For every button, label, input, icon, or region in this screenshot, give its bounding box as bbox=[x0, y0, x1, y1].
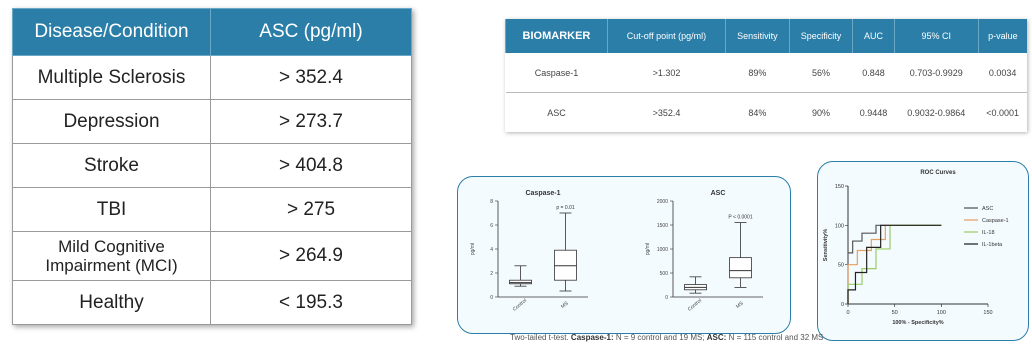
header-asc: ASC (pg/ml) bbox=[210, 8, 412, 56]
value-cell: > 352.4 bbox=[210, 55, 412, 100]
figure-caption: Two-tailed t-test. Caspase-1: N = 9 cont… bbox=[510, 333, 823, 342]
roc-svg: ROC Curves 0 50 100 150 0 50 100 150 100% - Speci… bbox=[823, 170, 1009, 326]
p-value-annotation: P < 0.0001 bbox=[728, 215, 752, 221]
table-row: Multiple Sclerosis > 352.4 bbox=[12, 55, 412, 100]
asc-cutoff-table: Disease/Condition ASC (pg/ml) Multiple S… bbox=[12, 8, 412, 325]
condition-cell: Depression bbox=[12, 99, 211, 144]
condition-cell: Healthy bbox=[12, 280, 211, 325]
y-tick-label: 4 bbox=[490, 247, 493, 253]
biomarker-cell: Caspase-1 bbox=[505, 53, 608, 93]
condition-cell: Stroke bbox=[12, 143, 211, 188]
value-cell: > 275 bbox=[210, 187, 412, 232]
y-tick-label: 0 bbox=[841, 302, 844, 308]
caption-prefix: Two-tailed t-test. bbox=[510, 333, 571, 342]
y-tick-label: 2000 bbox=[657, 199, 668, 205]
y-axis-label: pg/ml bbox=[645, 243, 651, 255]
pvalue-cell: 0.0034 bbox=[978, 53, 1027, 93]
x-tick-label: 0 bbox=[846, 310, 849, 316]
value-cell: > 273.7 bbox=[210, 99, 412, 144]
biomarker-cell: ASC bbox=[505, 92, 608, 132]
header-biomarker: BIOMARKER bbox=[505, 19, 608, 53]
legend-label: IL-1beta bbox=[982, 242, 1003, 248]
box bbox=[554, 249, 577, 281]
legend-label: ASC bbox=[982, 206, 993, 212]
pvalue-cell: <0.0001 bbox=[978, 92, 1027, 132]
x-tick-label: MS bbox=[735, 300, 745, 310]
x-tick-label: Control bbox=[687, 298, 703, 313]
left-table-header-row: Disease/Condition ASC (pg/ml) bbox=[12, 8, 412, 56]
boxplot-svg: Caspase-1 0 2 4 6 8 pg/ml Control MS p = 0.01 ASC 0… bbox=[470, 190, 763, 313]
table-row: Mild Cognitive Impairment (MCI) > 264.9 bbox=[12, 231, 412, 281]
value-cell: < 195.3 bbox=[210, 280, 412, 325]
table-row: Healthy < 195.3 bbox=[12, 280, 412, 325]
legend-label: Caspase-1 bbox=[982, 218, 1009, 224]
sensitivity-cell: 84% bbox=[725, 92, 790, 132]
p-value-annotation: p = 0.01 bbox=[556, 205, 574, 211]
roc-series-line bbox=[847, 224, 942, 304]
caption-asc-text: N = 115 control and 32 MS bbox=[726, 333, 824, 342]
auc-cell: 0.848 bbox=[852, 53, 895, 93]
legend-label: IL-18 bbox=[982, 230, 995, 236]
sensitivity-cell: 89% bbox=[725, 53, 790, 93]
table-row: TBI > 275 bbox=[12, 187, 412, 232]
roc-series-line bbox=[847, 224, 942, 304]
chart-title: ASC bbox=[711, 190, 726, 197]
y-tick-label: 50 bbox=[838, 263, 844, 269]
roc-series-line bbox=[847, 224, 942, 304]
y-tick-label: 500 bbox=[660, 271, 669, 277]
y-tick-label: 0 bbox=[665, 295, 668, 301]
y-tick-label: 1000 bbox=[657, 247, 668, 253]
value-cell: > 264.9 bbox=[210, 231, 412, 281]
table-row: Caspase-1 >1.302 89% 56% 0.848 0.703-0.9… bbox=[505, 53, 1027, 93]
header-disease-condition: Disease/Condition bbox=[12, 8, 211, 56]
ci-cell: 0.9032-0.9864 bbox=[894, 92, 979, 132]
x-tick-label: Control bbox=[512, 298, 528, 313]
roc-series-line bbox=[847, 224, 942, 304]
y-tick-label: 0 bbox=[490, 295, 493, 301]
y-tick-label: 150 bbox=[835, 184, 844, 190]
chart-title: ROC Curves bbox=[920, 170, 956, 176]
header-pvalue: p-value bbox=[977, 19, 1027, 53]
x-tick-label: 50 bbox=[892, 310, 898, 316]
y-tick-label: 100 bbox=[835, 223, 844, 229]
y-tick-label: 2 bbox=[490, 271, 493, 277]
y-tick-label: 6 bbox=[490, 223, 493, 229]
condition-cell: Multiple Sclerosis bbox=[12, 55, 211, 100]
x-tick-label: 100 bbox=[937, 310, 946, 316]
cutoff-cell: >352.4 bbox=[607, 92, 726, 132]
header-specificity: Specificity bbox=[788, 19, 853, 53]
header-ci: 95% CI bbox=[893, 19, 979, 53]
header-cutoff: Cut-off point (pg/ml) bbox=[606, 19, 726, 53]
y-axis-label: Sensitivity% bbox=[823, 229, 829, 262]
specificity-cell: 56% bbox=[789, 53, 853, 93]
biomarker-header-row: BIOMARKER Cut-off point (pg/ml) Sensitiv… bbox=[505, 19, 1027, 53]
caption-asc-label: ASC: bbox=[706, 333, 727, 342]
box bbox=[509, 279, 532, 285]
boxplot-panel: Caspase-1 0 2 4 6 8 pg/ml Control MS p = 0.01 ASC 0… bbox=[457, 176, 791, 334]
roc-panel: ROC Curves 0 50 100 150 0 50 100 150 100% - Speci… bbox=[817, 161, 1029, 341]
x-tick-label: 150 bbox=[983, 310, 992, 316]
value-cell: > 404.8 bbox=[210, 143, 412, 188]
cutoff-cell: >1.302 bbox=[607, 53, 726, 93]
header-auc: AUC bbox=[852, 19, 895, 53]
chart-title: Caspase-1 bbox=[525, 190, 560, 197]
condition-cell: Mild Cognitive Impairment (MCI) bbox=[12, 231, 211, 281]
ci-cell: 0.703-0.9929 bbox=[894, 53, 979, 93]
biomarker-table: BIOMARKER Cut-off point (pg/ml) Sensitiv… bbox=[505, 19, 1027, 132]
condition-cell: TBI bbox=[12, 187, 211, 232]
x-tick-label: MS bbox=[560, 300, 570, 310]
auc-cell: 0.9448 bbox=[852, 92, 895, 132]
header-sensitivity: Sensitivity bbox=[725, 19, 790, 53]
y-axis-label: pg/ml bbox=[470, 243, 476, 255]
box bbox=[729, 257, 752, 279]
y-tick-label: 1500 bbox=[657, 223, 668, 229]
table-row: ASC >352.4 84% 90% 0.9448 0.9032-0.9864 … bbox=[505, 92, 1027, 132]
y-tick-label: 8 bbox=[490, 199, 493, 205]
specificity-cell: 90% bbox=[789, 92, 853, 132]
caption-caspase-label: Caspase-1: bbox=[570, 333, 614, 342]
table-row: Stroke > 404.8 bbox=[12, 143, 412, 188]
table-row: Depression > 273.7 bbox=[12, 99, 412, 144]
x-axis-label: 100% - Specificity% bbox=[892, 320, 943, 326]
caption-caspase-text: N = 9 control and 19 MS; bbox=[613, 333, 707, 342]
